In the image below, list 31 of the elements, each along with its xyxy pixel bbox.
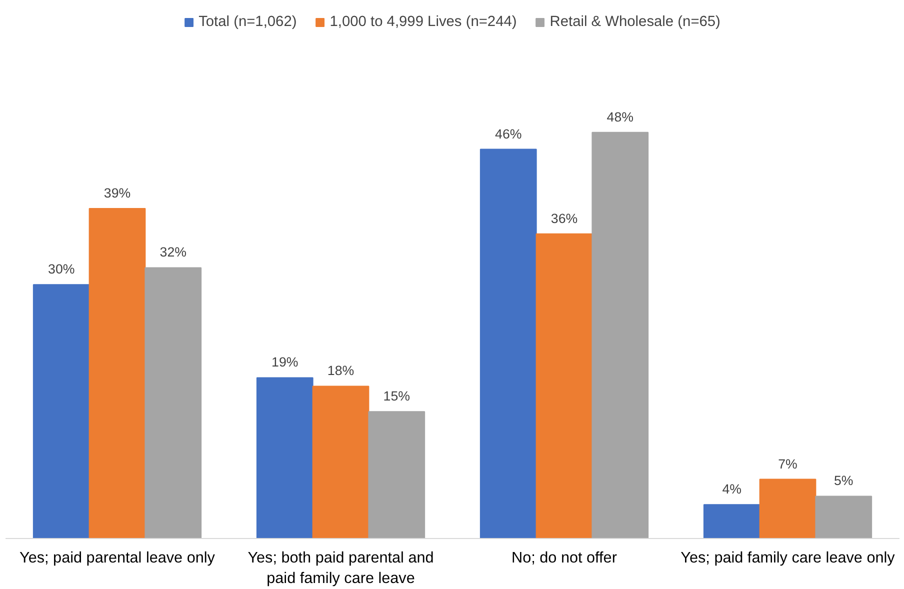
x-tick-label: Yes; paid family care leave only (680, 550, 896, 566)
x-tick-label: Yes; paid parental leave only (20, 550, 216, 566)
bar (703, 504, 760, 538)
data-label: 48% (606, 109, 634, 124)
x-tick-label: Yes; both paid parental and paid family care leave (248, 550, 434, 587)
x-tick-label: No; do not offer (512, 550, 617, 566)
bar (256, 377, 314, 538)
data-label: 39% (104, 186, 131, 200)
bar (536, 233, 593, 538)
data-label: 46% (495, 126, 522, 142)
data-label: 32% (160, 244, 187, 260)
bar (144, 267, 202, 538)
legend-label: Retail & Wholesale (n=65) (550, 14, 720, 30)
bar (368, 411, 426, 538)
bar (88, 208, 146, 538)
bar (592, 132, 649, 538)
data-label: 19% (272, 354, 298, 370)
bar (480, 148, 537, 538)
legend-label: Total (n=1,062) (198, 14, 297, 30)
bar (815, 496, 872, 538)
data-label: 15% (383, 388, 410, 404)
bar (312, 386, 370, 538)
data-label: 18% (327, 363, 354, 378)
bar (32, 284, 90, 538)
data-label: 7% (778, 456, 798, 472)
data-label: 5% (834, 473, 854, 488)
bar (759, 478, 816, 538)
data-label: 30% (48, 262, 75, 277)
data-label: 36% (550, 210, 578, 226)
data-label: 4% (722, 482, 742, 497)
legend-label: 1,000 to 4,999 Lives (n=244) (330, 14, 517, 30)
